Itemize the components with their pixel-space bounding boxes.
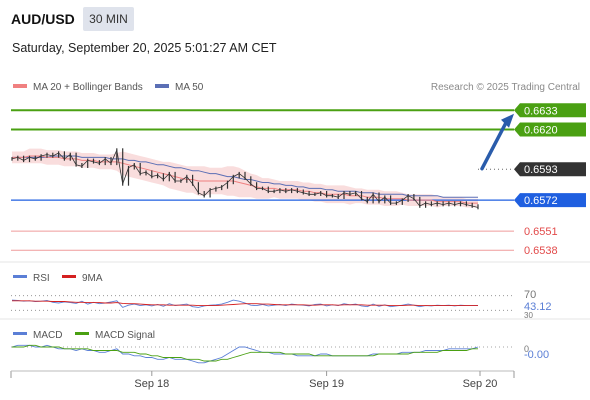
trend-arrow-head (501, 113, 514, 128)
rsi-pane (11, 295, 514, 311)
macd-zero-label: 0 (524, 344, 529, 354)
x-axis-tick-label: Sep 19 (309, 378, 344, 390)
rsi-ma-path (12, 300, 478, 307)
macd-legend-label: MACD (33, 330, 62, 341)
trend-arrow (480, 113, 514, 171)
level-labels: 0.6633 0.6620 0.6593 0.6572 0.6551 0.6538 (514, 103, 586, 257)
chart-header: AUD/USD 30 MIN Saturday, September 20, 2… (0, 0, 590, 70)
x-axis-tick-label: Sep 20 (463, 378, 498, 390)
ma50-legend-swatch (155, 84, 169, 88)
price-line (11, 148, 479, 208)
last-price-label: 0.6593 (524, 164, 558, 176)
research-credit: Research © 2025 Trading Central (431, 82, 580, 93)
resistance-1-label: 0.6620 (524, 125, 558, 137)
rsi-value-label: 43.12 (524, 301, 552, 313)
rsi-lower-label: 30 (524, 311, 533, 320)
macd-signal-path (12, 344, 478, 362)
macd-value-label: -0.00 (524, 349, 549, 361)
timeframe-badge[interactable]: 30 MIN (83, 7, 134, 31)
macd-path (11, 344, 479, 364)
resistance-2-label-box (514, 103, 586, 118)
rsi-legend-swatch (13, 275, 27, 278)
resistance-1-label-box (514, 122, 586, 137)
resistance-2-label: 0.6633 (524, 105, 558, 117)
rsi-ma-legend-label: 9MA (82, 273, 103, 284)
timestamp-label: Saturday, September 20, 2025 5:01:27 AM … (12, 41, 277, 55)
last-price-label-box (514, 162, 586, 177)
support-2-label: 0.6538 (524, 245, 558, 257)
macd-legend-swatch (13, 332, 27, 335)
rsi-ma-legend-swatch (62, 275, 76, 278)
symbol-title: AUD/USD (11, 11, 75, 27)
x-axis-tick-label: Sep 18 (134, 378, 169, 390)
trend-arrow-shaft (480, 120, 508, 171)
ma20-legend-swatch (13, 84, 27, 88)
support-resistance-levels (11, 109, 514, 251)
pivot-label-box (514, 193, 586, 208)
macd-pane (11, 344, 514, 364)
ma20-path (12, 155, 478, 204)
rsi-upper-label: 70 (524, 289, 536, 301)
price-series (11, 148, 479, 210)
ma20-legend-label: MA 20 + Bollinger Bands (33, 82, 143, 93)
macd-signal-legend-label: MACD Signal (95, 330, 155, 341)
ma50-legend-label: MA 50 (175, 82, 204, 93)
pivot-label: 0.6572 (524, 195, 558, 207)
support-1-label: 0.6551 (524, 226, 558, 238)
x-axis-ticks: Sep 18 Sep 19 Sep 20 (134, 371, 497, 390)
rsi-legend-label: RSI (33, 273, 50, 284)
macd-signal-legend-swatch (75, 332, 89, 335)
ma20-line (12, 155, 478, 204)
